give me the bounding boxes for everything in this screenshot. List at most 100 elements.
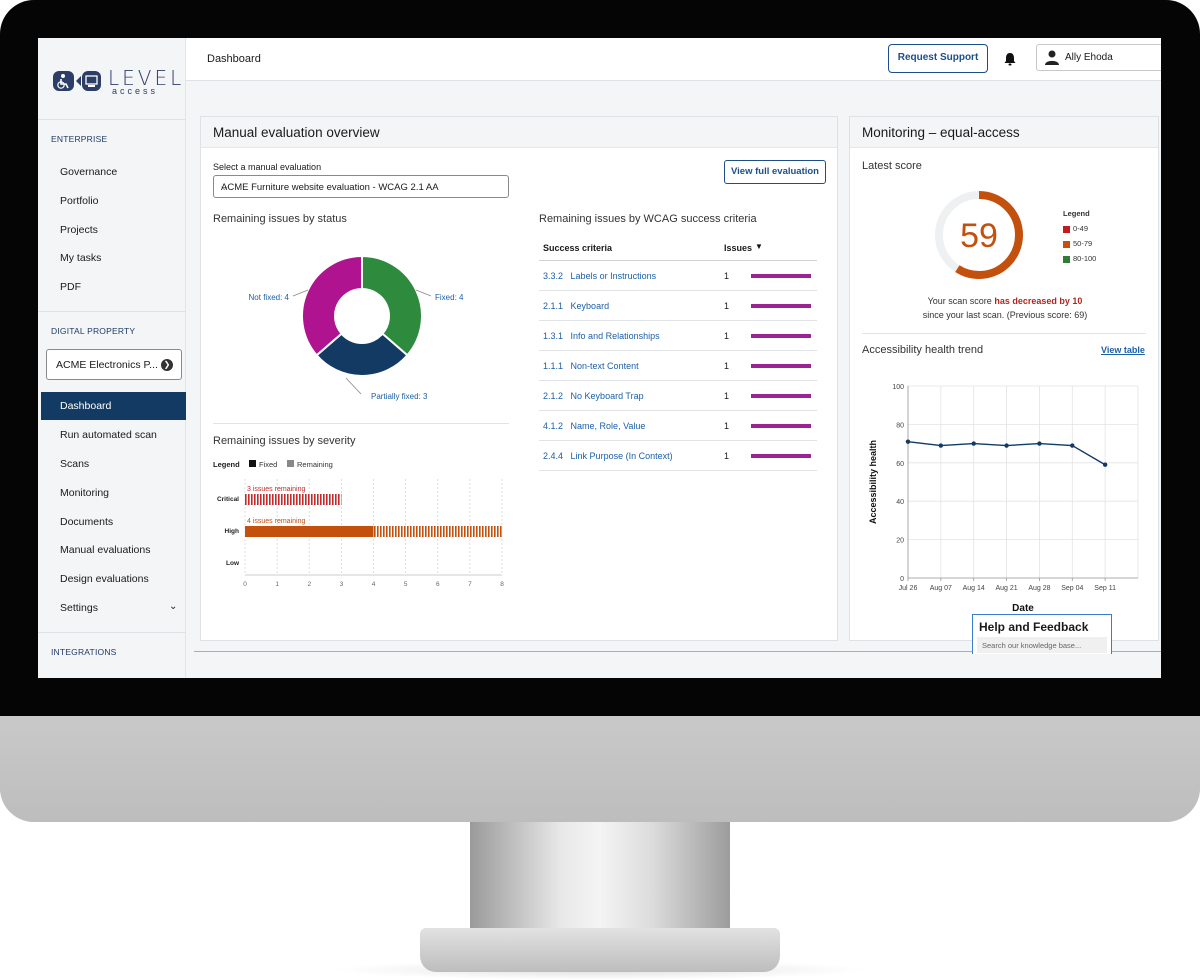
criteria-id: 1.1.1 [543, 361, 564, 371]
score-change-message: Your scan score has decreased by 10 [850, 296, 1160, 306]
sidebar-divider [38, 119, 186, 120]
y-tick-label: 0 [900, 576, 904, 583]
sidebar-item-documents[interactable]: Documents [60, 516, 114, 528]
logo-subtext: access [112, 86, 159, 96]
page-title: Dashboard [207, 53, 261, 65]
user-menu[interactable]: Ally Ehoda [1036, 44, 1161, 71]
help-feedback-widget[interactable]: Help and Feedback Search our knowledge b… [972, 614, 1112, 654]
criteria-id: 2.1.2 [543, 391, 564, 401]
x-tick-label: Sep 04 [1061, 585, 1083, 592]
help-search-input[interactable]: Search our knowledge base... [977, 637, 1107, 653]
bar-annotation: 4 issues remaining [247, 518, 305, 525]
bar-annotation: 3 issues remaining [247, 486, 305, 493]
criteria-name: Non-text Content [570, 361, 639, 371]
severity-chart-title: Remaining issues by severity [213, 435, 356, 447]
criteria-name: Labels or Instructions [570, 271, 657, 281]
panel-header: Manual evaluation overview [201, 117, 837, 148]
manual-evaluation-title: Manual evaluation overview [213, 125, 380, 140]
x-tick-label: 7 [468, 581, 472, 588]
criteria-link-1-3-1[interactable]: 1.3.1 Info and Relationships [543, 331, 660, 341]
x-tick-label: 2 [307, 581, 311, 588]
sort-down-icon[interactable]: ▼ [755, 242, 763, 251]
table-row: 2.1.2 No Keyboard Trap 1 [539, 381, 817, 411]
criteria-link-2-1-2[interactable]: 2.1.2 No Keyboard Trap [543, 391, 644, 401]
sidebar-item-monitoring[interactable]: Monitoring [60, 487, 110, 499]
user-name: Ally Ehoda [1065, 52, 1113, 63]
criteria-id: 4.1.2 [543, 421, 564, 431]
x-tick-label: 6 [436, 581, 440, 588]
sidebar-item-settings[interactable]: Settings [60, 602, 98, 614]
property-selector[interactable]: ACME Electronics P... ❯ [46, 349, 182, 380]
x-tick-label: 0 [243, 581, 247, 588]
sidebar-item-portfolio[interactable]: Portfolio [60, 195, 99, 207]
criteria-name: Keyboard [570, 301, 610, 311]
view-full-evaluation-button[interactable]: View full evaluation [724, 160, 826, 184]
criteria-link-1-1-1[interactable]: 1.1.1 Non-text Content [543, 361, 639, 371]
sidebar-item-pdf[interactable]: PDF [60, 281, 81, 293]
status-donut-chart: Fixed: 4 Partially fixed: 3 Not fixed: 4 [249, 254, 464, 401]
status-chart-title: Remaining issues by status [213, 213, 347, 225]
category-label: Critical [217, 496, 239, 503]
criteria-name: Name, Role, Value [570, 421, 646, 431]
bell-icon[interactable] [1002, 51, 1018, 67]
criteria-name: Info and Relationships [570, 331, 660, 341]
issue-count: 1 [724, 451, 730, 461]
bar-remaining [373, 526, 502, 537]
sidebar-item-governance[interactable]: Governance [60, 166, 118, 178]
slice-leader-line [415, 289, 432, 297]
legend-label: Fixed [259, 460, 277, 469]
slice-label: Partially fixed: 3 [371, 392, 428, 401]
criteria-name: No Keyboard Trap [570, 391, 644, 401]
sidebar-item-dashboard[interactable]: Dashboard [41, 392, 186, 420]
issue-bar [751, 274, 811, 278]
level-access-logo[interactable]: LEVEL access [52, 66, 181, 96]
trend-point [971, 441, 976, 446]
view-table-link[interactable]: View table [1101, 345, 1145, 355]
sidebar-item-run-automated-scan[interactable]: Run automated scan [60, 429, 157, 441]
table-row: 4.1.2 Name, Role, Value 1 [539, 411, 817, 441]
x-tick-label: Jul 26 [899, 585, 918, 592]
criteria-link-4-1-2[interactable]: 4.1.2 Name, Role, Value [543, 421, 645, 431]
user-icon [1045, 50, 1059, 65]
logo-text: LEVEL [108, 66, 185, 90]
criteria-link-3-3-2[interactable]: 3.3.2 Labels or Instructions [543, 271, 656, 281]
table-header-row: Success criteria Issues ▼ [539, 233, 817, 261]
slice-leader-line [345, 377, 362, 395]
sidebar-item-my-tasks[interactable]: My tasks [60, 252, 102, 264]
table-row: 2.1.1 Keyboard 1 [539, 291, 817, 321]
sidebar-item-label: Dashboard [60, 400, 112, 412]
x-tick-label: Aug 28 [1028, 585, 1050, 592]
sidebar-item-manual-evaluations[interactable]: Manual evaluations [60, 544, 151, 556]
trend-point [1004, 443, 1009, 448]
slice-leader-line [292, 289, 309, 297]
criteria-link-2-4-4[interactable]: 2.4.4 Link Purpose (In Context) [543, 451, 673, 461]
select-evaluation-label: Select a manual evaluation [213, 162, 322, 172]
issue-bar [751, 364, 811, 368]
chevron-down-icon[interactable]: ⌄ [169, 601, 178, 612]
legend-label: 80-100 [1073, 254, 1097, 263]
legend-swatch-fixed [249, 460, 256, 467]
section-divider [862, 333, 1146, 334]
property-selector-value: ACME Electronics P... [56, 359, 158, 371]
category-label: Low [226, 560, 240, 567]
y-axis-label: Accessibility health [868, 440, 878, 524]
col-issues[interactable]: Issues [724, 243, 753, 253]
top-header: Dashboard Request Support Ally Ehoda [186, 38, 1161, 81]
x-axis-label: Date [1012, 603, 1034, 614]
sidebar: LEVEL access ENTERPRISE Governance Portf… [38, 38, 186, 678]
request-support-button[interactable]: Request Support [888, 44, 988, 73]
sidebar-item-projects[interactable]: Projects [60, 224, 98, 236]
table-row: 1.3.1 Info and Relationships 1 [539, 321, 817, 351]
issue-count: 1 [724, 271, 730, 281]
issue-bar [751, 394, 811, 398]
bar-remaining [245, 494, 342, 505]
wcag-table-title: Remaining issues by WCAG success criteri… [539, 213, 757, 225]
sidebar-divider [38, 311, 186, 312]
criteria-link-2-1-1[interactable]: 2.1.1 Keyboard [543, 301, 609, 311]
x-tick-label: 8 [500, 581, 504, 588]
evaluation-select[interactable]: ACME Furniture website evaluation - WCAG… [213, 175, 509, 198]
chevron-down-icon: ⌵ [221, 182, 228, 192]
sidebar-item-scans[interactable]: Scans [60, 458, 90, 470]
issue-count: 1 [724, 301, 730, 311]
sidebar-item-design-evaluations[interactable]: Design evaluations [60, 573, 149, 585]
